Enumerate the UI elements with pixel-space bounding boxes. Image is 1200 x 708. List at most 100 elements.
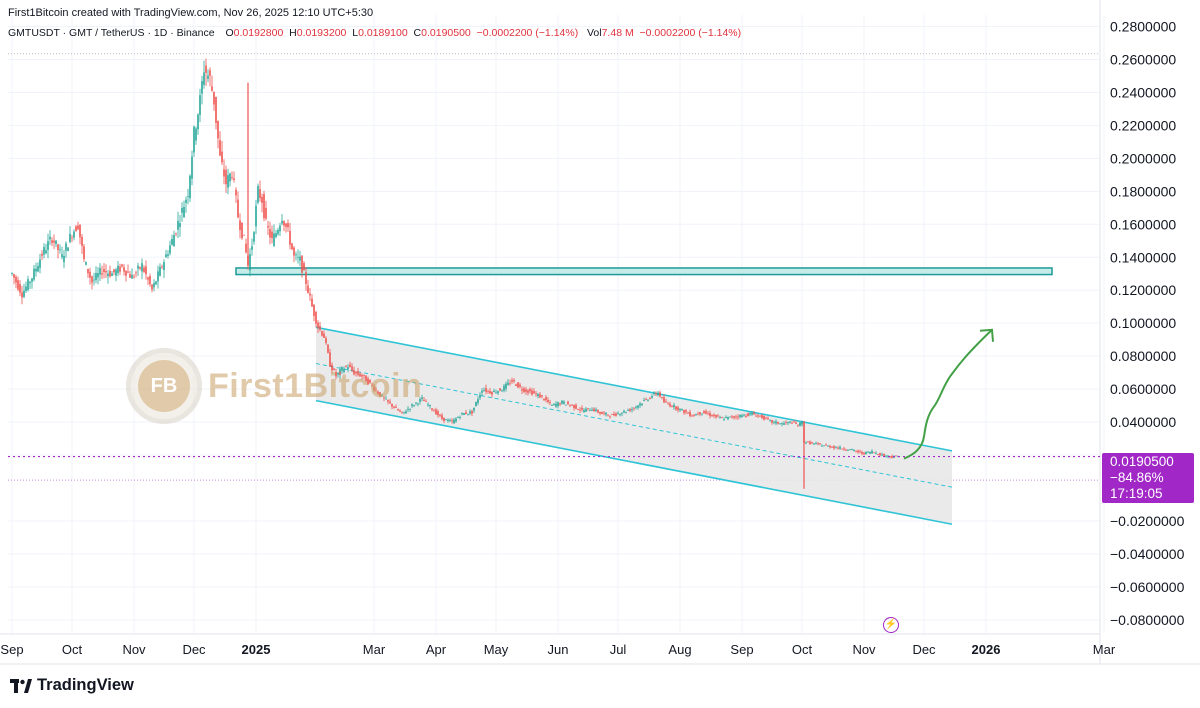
time-tick-label: 2026 [972, 642, 1001, 657]
candle-body [685, 410, 687, 413]
candle-body [745, 416, 747, 417]
candle-body [511, 380, 513, 382]
candle-body [245, 243, 247, 253]
chart-credit: First1Bitcoin created with TradingView.c… [8, 7, 374, 19]
candle-body [715, 414, 717, 418]
candle-body [359, 373, 361, 377]
candle-body [77, 225, 79, 230]
candle-body [575, 404, 577, 409]
candle-body [189, 175, 191, 199]
candle-body [737, 416, 739, 418]
candle-body [415, 402, 417, 404]
candle-body [543, 398, 545, 401]
candle-body [105, 271, 107, 273]
candle-body [865, 451, 867, 454]
candle-body [221, 151, 223, 163]
candle-body [539, 394, 541, 398]
candle-body [515, 384, 517, 386]
time-tick-label: Nov [852, 642, 876, 657]
candle-body [599, 411, 601, 414]
channel-lower-line[interactable] [315, 399, 953, 526]
candle-body [331, 364, 333, 371]
candle-body [299, 256, 301, 261]
candle-body [533, 391, 535, 394]
time-tick-label: Mar [363, 642, 386, 657]
symbol-label[interactable]: GMTUSDT · GMT / TetherUS · 1D · Binance [8, 27, 215, 39]
candle-body [455, 418, 457, 422]
candle-body [655, 393, 657, 395]
channel-upper-line[interactable] [315, 326, 953, 452]
candle-body [675, 406, 677, 410]
candle-body [325, 338, 327, 343]
time-tick-label: Sep [0, 642, 23, 657]
candle-body [851, 448, 853, 450]
candle-body [477, 399, 479, 403]
candle-body [615, 413, 617, 416]
low-value: 0.0189100 [358, 27, 408, 39]
candle-body [563, 401, 565, 404]
candle-body [293, 247, 295, 256]
price-tick-label: 0.0400000 [1110, 414, 1176, 430]
candle-body [591, 409, 593, 411]
candle-body [495, 392, 497, 394]
candle-body [855, 450, 857, 452]
candle-body [101, 273, 103, 275]
candle-body [395, 407, 397, 408]
candle-body [407, 408, 409, 410]
candle-body [755, 415, 757, 417]
candle-body [595, 409, 597, 411]
lightning-icon[interactable]: ⚡ [883, 617, 899, 633]
price-tick-label: 0.0800000 [1110, 348, 1176, 364]
volume-label: Vol [586, 27, 602, 39]
candle-body [703, 410, 705, 414]
candle-body [129, 273, 131, 278]
candle-body [177, 220, 179, 230]
candle-body [759, 415, 761, 417]
candle-body [797, 425, 799, 427]
candle-body [253, 232, 255, 242]
candle-body [397, 409, 399, 411]
candle-body [821, 445, 823, 447]
candle-body [119, 266, 121, 272]
candle-body [355, 371, 357, 374]
candle-body [791, 422, 793, 424]
ohlc-legend: GMTUSDT · GMT / TetherUS · 1D · Binance … [8, 27, 741, 39]
candle-body [373, 386, 375, 391]
candle-body [321, 331, 323, 336]
tradingview-logo[interactable]: TradingView [10, 676, 134, 695]
candle-body [875, 453, 877, 454]
candle-body [375, 389, 377, 391]
candle-body [241, 222, 243, 239]
candle-body [795, 422, 797, 424]
candle-body [237, 199, 239, 218]
candle-body [411, 404, 413, 406]
candle-body [473, 407, 475, 411]
candle-body [37, 265, 39, 272]
tradingview-mark-icon [10, 678, 32, 693]
channel-mid-line[interactable] [315, 363, 953, 488]
candle-body [139, 267, 141, 269]
price-tick-label: 0.2600000 [1110, 51, 1176, 67]
candle-body [593, 408, 595, 412]
candle-body [489, 391, 491, 394]
candle-body [829, 445, 831, 448]
price-tick-label: −0.0800000 [1110, 612, 1185, 628]
candle-body [619, 414, 621, 416]
time-tick-label: Aug [668, 642, 691, 657]
candle-body [21, 292, 23, 298]
candle-body [485, 387, 487, 392]
resistance-zone[interactable] [235, 267, 1053, 276]
candle-body [497, 391, 499, 394]
candle-body [153, 283, 155, 288]
candle-body [289, 231, 291, 245]
candle-body [95, 272, 97, 281]
candle-body [705, 411, 707, 414]
time-tick-label: Dec [182, 642, 206, 657]
watermark-text: First1Bitcoin [208, 366, 423, 405]
candle-body [159, 266, 161, 276]
candle-body [687, 412, 689, 414]
candle-body [417, 403, 419, 405]
candle-body [185, 199, 187, 203]
candle-body [81, 236, 83, 246]
bullish-projection-arrow[interactable] [903, 329, 993, 460]
